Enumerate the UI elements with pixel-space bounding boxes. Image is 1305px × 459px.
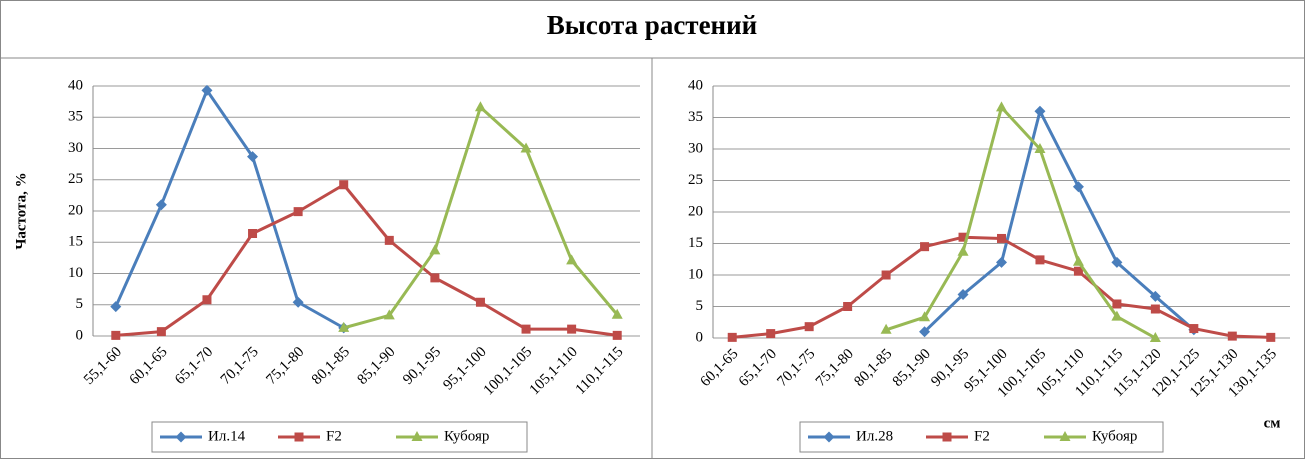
marker [1072, 255, 1084, 266]
marker [111, 330, 121, 340]
marker [1111, 310, 1123, 321]
marker [201, 84, 213, 96]
marker [958, 232, 968, 242]
marker [294, 432, 304, 442]
x-axis-label: см [1264, 415, 1281, 431]
marker [339, 180, 349, 190]
legend-label: Кубояр [1092, 428, 1137, 444]
marker [920, 242, 930, 252]
marker [1149, 290, 1161, 302]
marker [612, 330, 622, 340]
marker [919, 311, 931, 322]
marker [727, 332, 737, 342]
marker [175, 431, 187, 443]
marker [1059, 431, 1071, 441]
marker [957, 245, 969, 256]
marker [996, 256, 1007, 268]
legend-box [799, 421, 1164, 453]
marker [997, 233, 1006, 243]
y-tick-label: 20 [68, 202, 83, 218]
marker [1189, 324, 1199, 334]
legend-label: F2 [326, 428, 342, 444]
marker [474, 101, 486, 112]
marker [1034, 143, 1046, 153]
marker [1227, 331, 1237, 341]
marker [766, 329, 776, 339]
y-tick-label: 40 [688, 77, 703, 93]
marker [521, 324, 531, 334]
marker [1112, 299, 1122, 309]
marker [1150, 304, 1160, 314]
marker [155, 199, 167, 211]
y-tick-label: 30 [688, 140, 703, 156]
series-line [923, 109, 1195, 333]
marker [292, 296, 304, 308]
marker [957, 289, 969, 301]
marker [1266, 332, 1276, 342]
marker [156, 327, 166, 337]
y-tick-label: 0 [696, 329, 704, 345]
y-tick-label: 15 [688, 235, 703, 251]
marker [110, 301, 122, 313]
marker [611, 308, 623, 319]
legend-label: F2 [974, 428, 990, 444]
legend-box [151, 421, 528, 453]
marker [919, 326, 931, 338]
marker [202, 295, 212, 305]
legend-label: Ил.14 [208, 428, 246, 444]
marker [1149, 332, 1161, 342]
y-tick-label: 20 [688, 203, 703, 219]
marker [566, 254, 578, 265]
marker [475, 297, 485, 307]
marker [383, 309, 395, 320]
marker [1035, 255, 1045, 265]
y-tick-label: 35 [688, 109, 703, 125]
marker [429, 244, 441, 255]
series-line [885, 105, 1157, 340]
marker [411, 431, 423, 441]
marker [1111, 256, 1123, 268]
marker [880, 323, 892, 334]
series-line [115, 183, 618, 337]
series-line [114, 88, 345, 330]
marker [384, 235, 394, 245]
marker [996, 101, 1007, 112]
marker [1073, 266, 1083, 276]
marker [1034, 105, 1046, 117]
marker [881, 270, 891, 280]
legend-label: Ил.28 [856, 428, 893, 444]
y-tick-label: 10 [688, 266, 703, 282]
y-tick-label: 5 [76, 296, 84, 312]
marker [843, 302, 853, 311]
marker [338, 321, 350, 332]
marker [823, 431, 835, 443]
y-tick-label: 40 [68, 77, 83, 93]
marker [942, 432, 952, 442]
y-tick-label: 15 [68, 234, 83, 250]
marker [247, 151, 259, 163]
y-tick-label: 5 [696, 298, 704, 314]
marker [520, 142, 532, 153]
marker [293, 207, 303, 217]
y-tick-label: 25 [68, 171, 83, 187]
marker [430, 273, 440, 283]
y-axis-label: Частота, % [13, 172, 29, 249]
legend-label: Кубояр [444, 428, 489, 444]
y-tick-label: 30 [68, 140, 83, 156]
y-tick-label: 25 [688, 172, 703, 188]
y-tick-label: 10 [68, 265, 83, 281]
marker [248, 229, 258, 238]
page-title: Высота растений [547, 10, 757, 40]
marker [567, 324, 577, 334]
marker [804, 322, 814, 332]
marker [1072, 181, 1084, 193]
y-tick-label: 35 [68, 109, 83, 125]
y-tick-label: 0 [76, 327, 84, 343]
